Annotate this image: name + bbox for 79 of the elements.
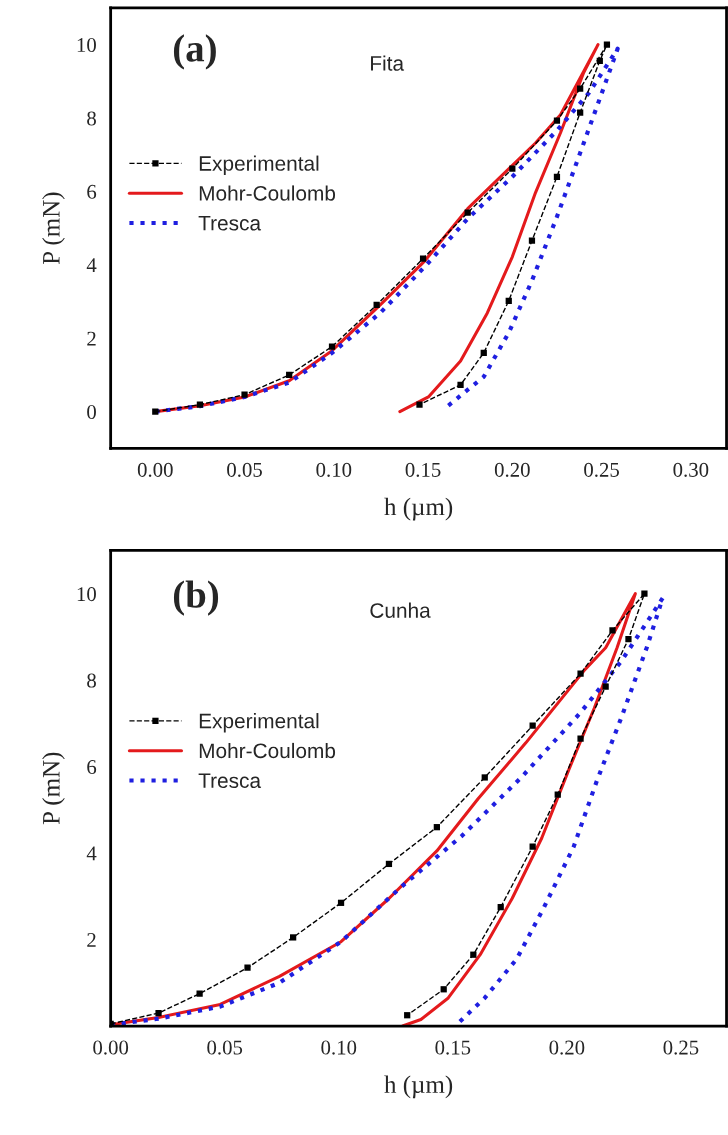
legend-label: Experimental	[199, 155, 319, 175]
x-tick-label: 0.20	[494, 462, 530, 477]
x-tick-label: 0.00	[137, 462, 173, 477]
y-tick-label: 6	[87, 184, 97, 199]
x-axis-title: h (µm)	[384, 1075, 453, 1099]
legend-label: Experimental	[199, 713, 319, 733]
point	[290, 934, 297, 941]
x-tick-label: 0.05	[227, 462, 262, 477]
legend-label: Tresca	[198, 216, 262, 231]
point	[155, 1009, 162, 1017]
point	[419, 255, 427, 262]
point	[577, 85, 584, 92]
point	[577, 109, 584, 116]
point	[404, 1012, 411, 1019]
legend-label: Tresca	[198, 773, 262, 789]
y-tick-label: 10	[77, 587, 96, 602]
point	[505, 297, 512, 304]
x-axis-title: h (µm)	[384, 497, 453, 521]
point	[602, 683, 609, 690]
point	[625, 635, 632, 643]
point	[553, 173, 561, 180]
point	[328, 343, 336, 350]
legend-label: Mohr-Coulomb	[199, 185, 336, 201]
y-tick-label: 6	[87, 760, 97, 775]
y-tick-label: 0	[87, 405, 96, 420]
annotation: Cunha	[370, 602, 431, 618]
x-tick-label: 0.25	[584, 462, 619, 477]
point	[286, 371, 293, 379]
x-tick-label: 0.10	[316, 462, 352, 477]
point	[385, 860, 393, 868]
y-tick-label: 8	[87, 111, 96, 126]
point	[244, 964, 251, 971]
point	[481, 774, 488, 781]
x-tick-label: 0.15	[435, 1040, 471, 1055]
x-tick-label: 0.20	[549, 1040, 585, 1055]
y-axis-title: P (mN)	[42, 192, 65, 265]
point	[641, 590, 648, 597]
point	[603, 41, 611, 48]
point	[554, 791, 561, 798]
point	[528, 237, 536, 244]
point	[152, 408, 159, 415]
point	[609, 627, 616, 634]
y-tick-label: 4	[86, 258, 97, 273]
point	[596, 57, 603, 64]
y-tick-label: 8	[87, 673, 96, 688]
annotation: Fita	[371, 55, 405, 71]
x-tick-label: 0.00	[93, 1040, 129, 1055]
point	[457, 381, 464, 388]
point	[241, 391, 248, 398]
point	[470, 951, 477, 958]
x-tick-label: 0.15	[405, 462, 441, 477]
annotation: (a)	[173, 34, 216, 70]
point	[433, 824, 440, 831]
x-tick-label: 0.10	[321, 1040, 357, 1055]
y-tick-label: 2	[87, 331, 96, 346]
point	[464, 209, 471, 216]
legend-label: Mohr-Coulomb	[199, 742, 336, 759]
point	[440, 986, 447, 993]
y-tick-label: 4	[86, 846, 97, 861]
y-tick-label: 10	[77, 38, 96, 53]
point	[553, 117, 561, 124]
point	[529, 722, 536, 729]
point	[577, 735, 584, 742]
point	[480, 349, 487, 357]
point	[416, 401, 423, 408]
annotation: (b)	[173, 580, 219, 616]
point	[509, 165, 516, 172]
y-tick-label: 2	[87, 933, 96, 947]
point	[373, 301, 380, 308]
point	[577, 670, 584, 677]
point	[196, 401, 204, 408]
x-tick-label: 0.05	[207, 1040, 243, 1055]
point	[497, 904, 504, 911]
x-tick-label: 0.25	[663, 1040, 699, 1055]
point	[337, 899, 345, 906]
point	[196, 990, 203, 997]
x-tick-label: 0.30	[673, 462, 709, 477]
y-axis-title: P (mN)	[42, 752, 65, 825]
point	[529, 843, 536, 850]
